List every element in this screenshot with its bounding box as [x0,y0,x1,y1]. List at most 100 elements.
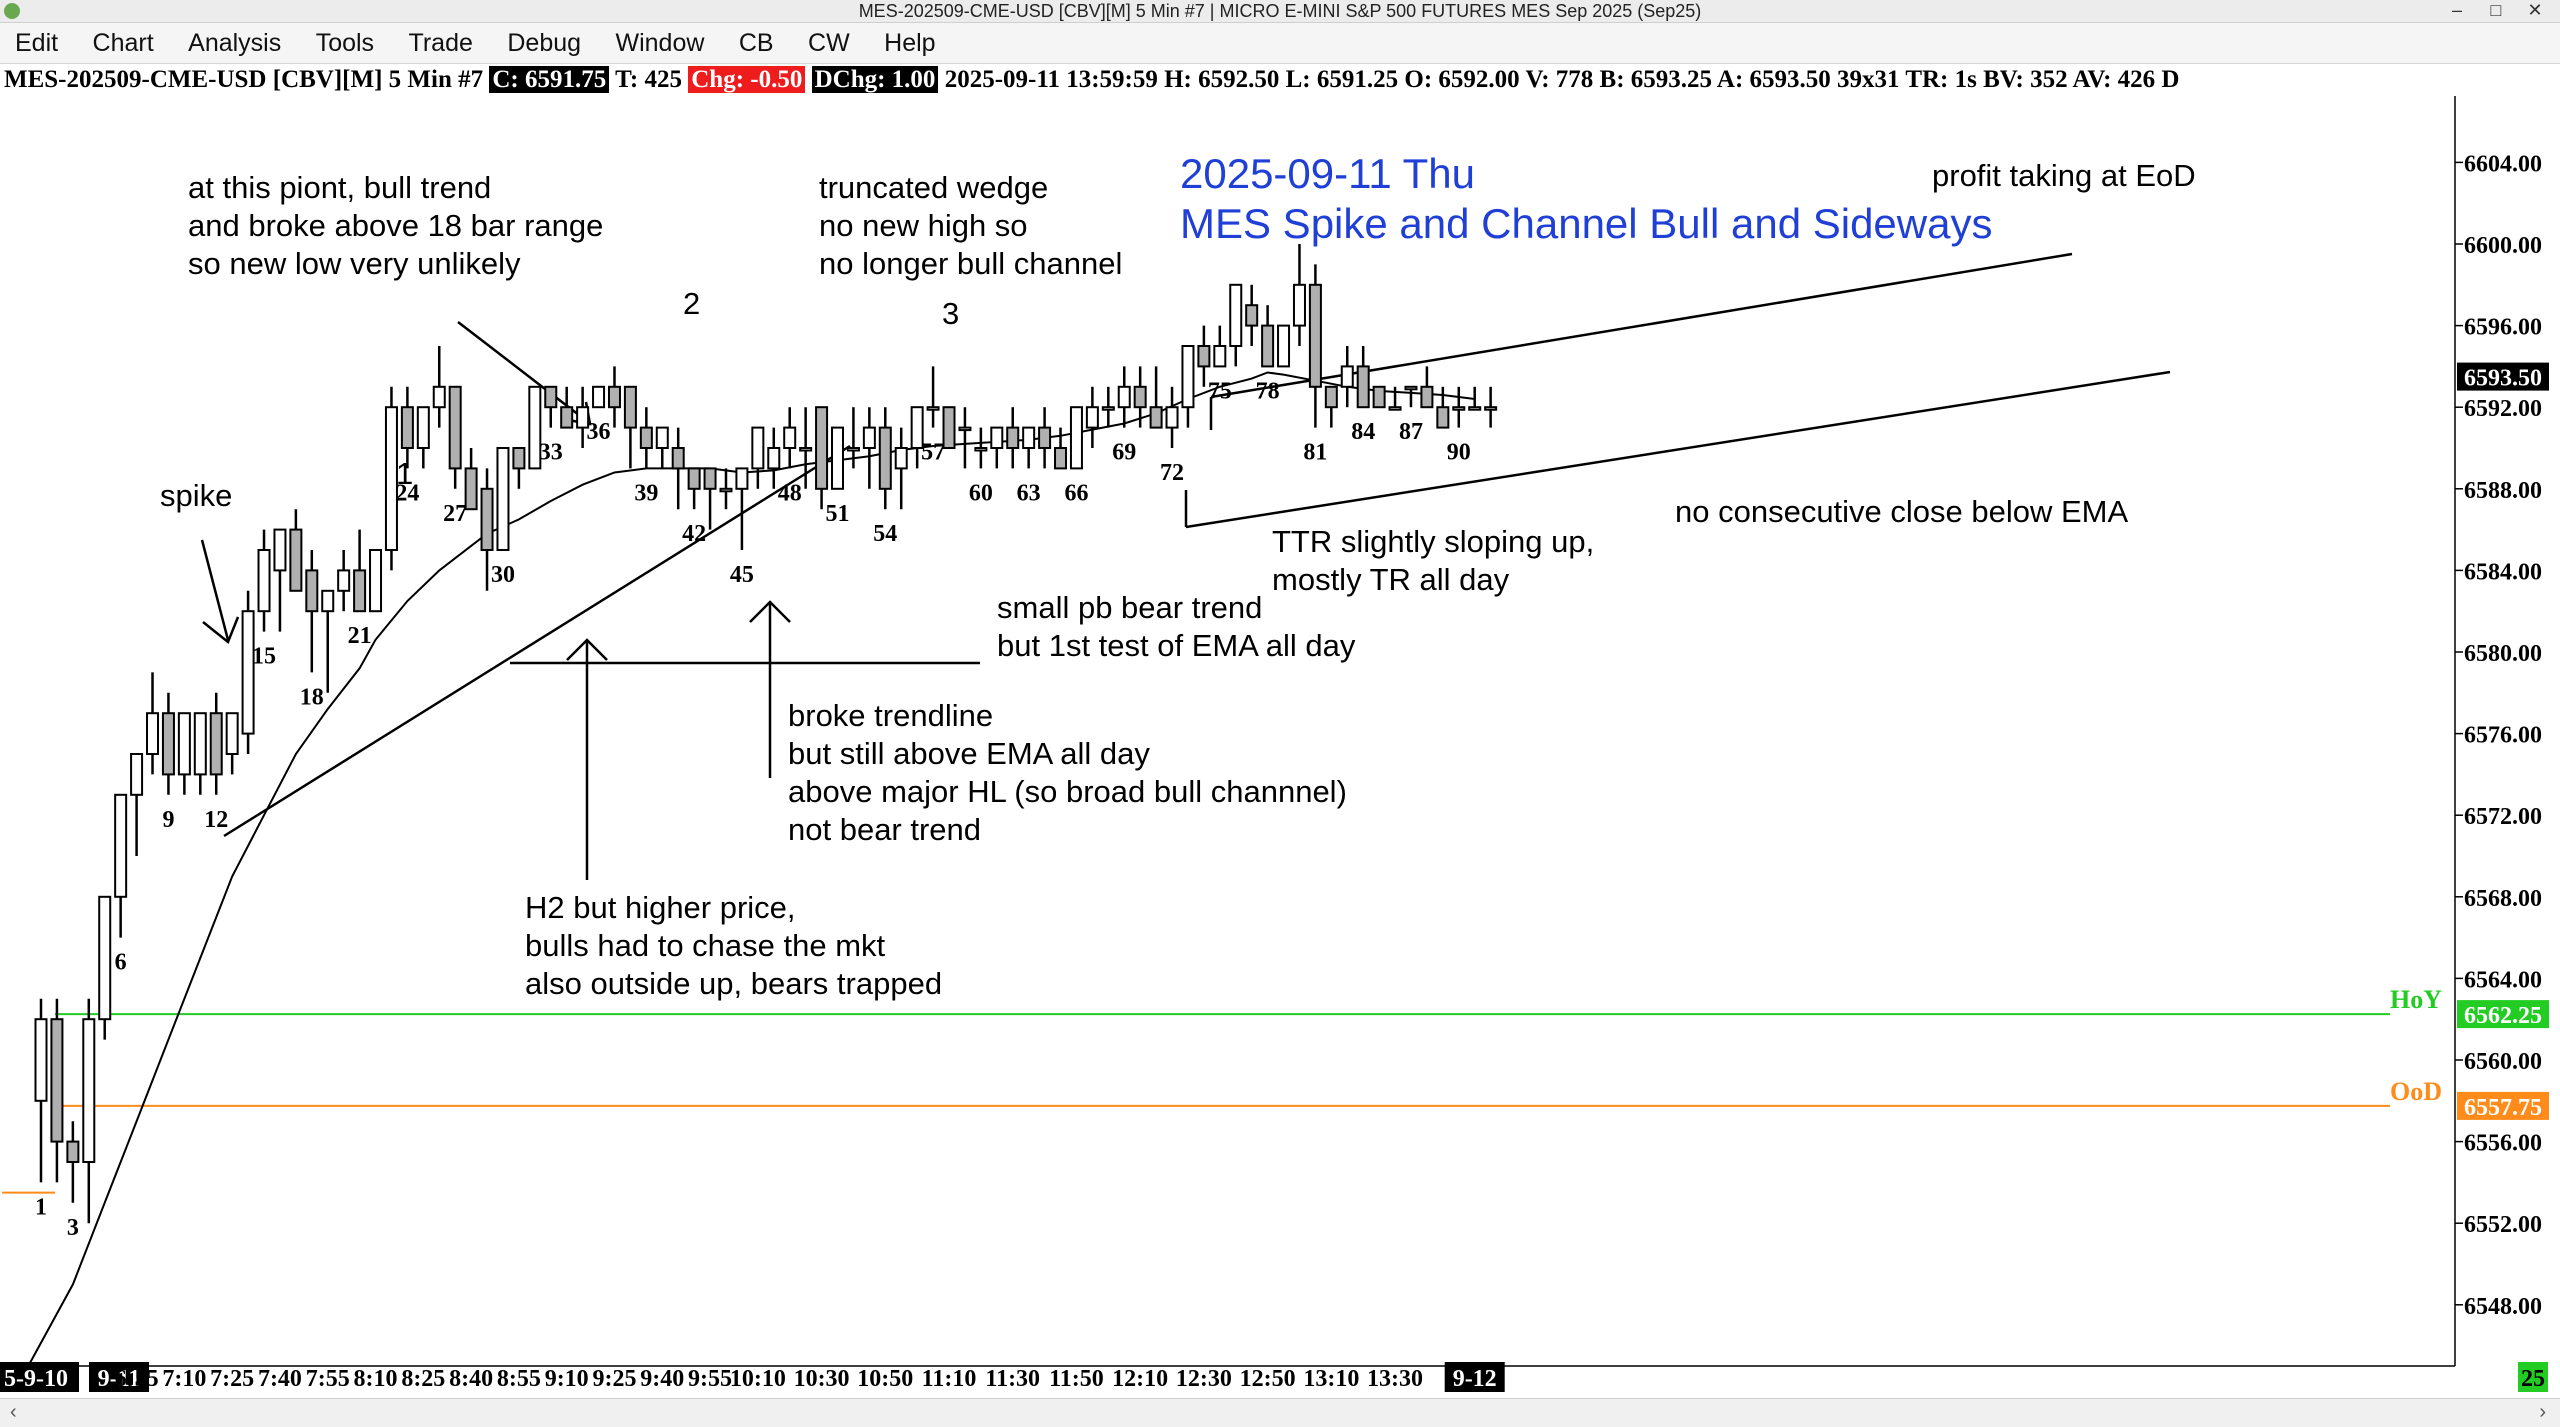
candle [369,549,383,613]
spike-arrowhead [202,616,240,645]
bar-number: 21 [348,623,372,649]
candle-body [305,569,319,613]
close-button[interactable]: ✕ [2527,0,2543,20]
maximize-button[interactable]: □ [2490,0,2502,20]
y-tick-label: 6592.00 [2464,396,2542,422]
candle [82,998,96,1224]
candle [846,407,860,469]
candle-body [1213,345,1227,368]
candle [639,407,653,469]
x-date-label: 9-12 [1453,1366,1497,1392]
candle-body [1468,406,1482,411]
candle-body [257,549,271,613]
candle-body [910,406,924,450]
candle-body [1133,385,1147,409]
info-details: 2025-09-11 13:59:59 H: 6592.50 L: 6591.2… [944,66,2180,93]
candle-body [1181,345,1195,409]
date-box [0,1362,79,1392]
candle [1404,385,1418,408]
x-tick-label: 8:55 [497,1366,541,1392]
menu-cw[interactable]: CW [808,29,850,57]
candle [1181,345,1195,428]
menu-chart[interactable]: Chart [92,29,154,57]
candle [1101,386,1115,428]
annotation-wedge-1: truncated wedge [819,170,1048,205]
candle [544,385,558,428]
candle [161,692,175,795]
candle-body [1197,345,1211,368]
app-logo-icon [4,3,20,19]
menu-analysis[interactable]: Analysis [188,29,282,57]
candle-body [544,385,558,409]
x-tick-label: 12:10 [1112,1366,1168,1392]
candle [305,550,319,673]
candle-body [560,406,574,429]
menu-help[interactable]: Help [884,29,936,57]
menu-cb[interactable]: CB [738,29,774,57]
x-tick-label: 13:30 [1367,1366,1423,1392]
x-tick-label: 10:10 [730,1366,786,1392]
minimize-button[interactable]: – [2451,0,2462,20]
window-controls: – □ ✕ [2440,0,2552,21]
candle [353,529,367,613]
candle [974,427,988,469]
annotation-leg-3: 3 [942,296,959,331]
candle [862,407,876,489]
y-tick-label: 6548.00 [2464,1294,2542,1320]
candle [576,386,590,448]
menu-debug[interactable]: Debug [507,29,582,57]
candle [130,753,144,856]
candle [1229,283,1243,367]
candle-body [878,426,892,490]
annotation-h2-1: H2 but higher price, [525,890,796,925]
candle [1308,264,1322,428]
candle-body [448,385,462,470]
candle [1261,305,1275,368]
candle-body [1356,365,1370,409]
bar-number: 90 [1447,440,1471,466]
y-tick-label: 6552.00 [2464,1212,2542,1238]
last-price-label: 6593.50 [2464,366,2542,392]
menu-tools[interactable]: Tools [315,29,375,57]
candle [1197,325,1211,387]
candle-body [862,426,876,450]
candle-body [209,712,223,776]
candle [671,427,685,510]
x-tick-label: 10:30 [794,1366,850,1392]
bar-number: 27 [443,501,467,527]
candle [1324,385,1338,428]
candle-body [82,1018,96,1164]
x-tick-label: 10:50 [857,1366,913,1392]
annotation-h2-3: also outside up, bears trapped [525,966,942,1001]
candle [209,692,223,795]
candle [177,712,191,795]
candle [448,385,462,489]
candle-body [831,426,844,490]
candle-body [289,528,303,592]
scroll-left-icon[interactable]: ‹ [10,1401,17,1423]
candle-body [958,426,972,432]
horizontal-scrollbar[interactable]: ‹ › [0,1398,2560,1427]
candle-body [1054,447,1068,470]
candle-body [1117,385,1131,409]
menu-trade[interactable]: Trade [408,29,473,57]
y-tick-label: 6560.00 [2464,1049,2542,1075]
candle-body [815,406,829,490]
candle-body [225,712,239,756]
candle [1292,244,1306,346]
bar-number: 87 [1399,419,1423,445]
annotation-no-close-below-ema: no consecutive close below EMA [1675,494,2129,529]
menu-edit[interactable]: Edit [15,29,59,57]
y-tick-label: 6556.00 [2464,1131,2542,1157]
x-date-label: 5-9-10 [4,1366,68,1392]
bar-number: 57 [921,440,945,466]
candle [273,528,287,632]
candle [1372,385,1386,409]
annotation-profit-taking: profit taking at EoD [1932,158,2196,193]
x-tick-label: 13:10 [1303,1366,1359,1392]
menu-window[interactable]: Window [615,29,705,57]
candle-body [607,385,621,409]
scroll-right-icon[interactable]: › [2539,1401,2546,1423]
candle-body [496,447,510,551]
